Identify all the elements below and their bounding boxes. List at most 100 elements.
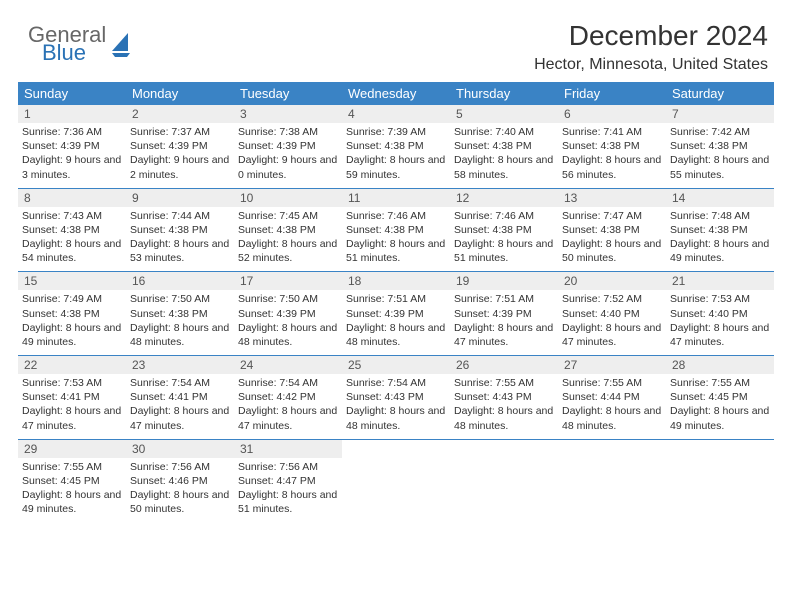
sunset-line: Sunset: 4:38 PM (130, 307, 230, 321)
daylight-line: Daylight: 8 hours and 55 minutes. (670, 153, 770, 181)
day-number: 13 (558, 189, 666, 207)
day-number: 28 (666, 356, 774, 374)
daylight-line: Daylight: 8 hours and 51 minutes. (346, 237, 446, 265)
logo-word-blue: Blue (42, 42, 106, 64)
daylight-line: Daylight: 9 hours and 2 minutes. (130, 153, 230, 181)
logo-text: General Blue (28, 24, 106, 64)
day-body: Sunrise: 7:51 AMSunset: 4:39 PMDaylight:… (450, 290, 558, 349)
sunrise-line: Sunrise: 7:54 AM (130, 376, 230, 390)
sunset-line: Sunset: 4:41 PM (22, 390, 122, 404)
day-body: Sunrise: 7:40 AMSunset: 4:38 PMDaylight:… (450, 123, 558, 182)
daylight-line: Daylight: 8 hours and 54 minutes. (22, 237, 122, 265)
day-body: Sunrise: 7:36 AMSunset: 4:39 PMDaylight:… (18, 123, 126, 182)
day-number: 4 (342, 105, 450, 123)
sunset-line: Sunset: 4:38 PM (562, 223, 662, 237)
day-number: 19 (450, 272, 558, 290)
daylight-line: Daylight: 8 hours and 51 minutes. (238, 488, 338, 516)
sunset-line: Sunset: 4:41 PM (130, 390, 230, 404)
sunrise-line: Sunrise: 7:55 AM (670, 376, 770, 390)
sunset-line: Sunset: 4:40 PM (562, 307, 662, 321)
sunset-line: Sunset: 4:39 PM (130, 139, 230, 153)
sunrise-line: Sunrise: 7:39 AM (346, 125, 446, 139)
day-body: Sunrise: 7:54 AMSunset: 4:41 PMDaylight:… (126, 374, 234, 433)
day-number: 29 (18, 440, 126, 458)
day-number: 25 (342, 356, 450, 374)
day-body: Sunrise: 7:50 AMSunset: 4:39 PMDaylight:… (234, 290, 342, 349)
week-row: 8Sunrise: 7:43 AMSunset: 4:38 PMDaylight… (18, 189, 774, 273)
day-cell: 18Sunrise: 7:51 AMSunset: 4:39 PMDayligh… (342, 272, 450, 355)
daylight-line: Daylight: 8 hours and 56 minutes. (562, 153, 662, 181)
daylight-line: Daylight: 8 hours and 47 minutes. (238, 404, 338, 432)
location-text: Hector, Minnesota, United States (534, 56, 768, 74)
day-cell (666, 440, 774, 523)
day-cell: 2Sunrise: 7:37 AMSunset: 4:39 PMDaylight… (126, 105, 234, 188)
sunrise-line: Sunrise: 7:47 AM (562, 209, 662, 223)
week-row: 1Sunrise: 7:36 AMSunset: 4:39 PMDaylight… (18, 105, 774, 189)
sunrise-line: Sunrise: 7:46 AM (346, 209, 446, 223)
day-body: Sunrise: 7:43 AMSunset: 4:38 PMDaylight:… (18, 207, 126, 266)
sunset-line: Sunset: 4:38 PM (130, 223, 230, 237)
sunset-line: Sunset: 4:38 PM (670, 223, 770, 237)
sunrise-line: Sunrise: 7:50 AM (238, 292, 338, 306)
sunset-line: Sunset: 4:38 PM (562, 139, 662, 153)
daylight-line: Daylight: 8 hours and 49 minutes. (670, 404, 770, 432)
day-cell (558, 440, 666, 523)
sunrise-line: Sunrise: 7:36 AM (22, 125, 122, 139)
day-cell: 21Sunrise: 7:53 AMSunset: 4:40 PMDayligh… (666, 272, 774, 355)
day-number: 8 (18, 189, 126, 207)
day-body: Sunrise: 7:47 AMSunset: 4:38 PMDaylight:… (558, 207, 666, 266)
sunset-line: Sunset: 4:38 PM (346, 139, 446, 153)
sunrise-line: Sunrise: 7:52 AM (562, 292, 662, 306)
day-cell: 17Sunrise: 7:50 AMSunset: 4:39 PMDayligh… (234, 272, 342, 355)
day-body: Sunrise: 7:44 AMSunset: 4:38 PMDaylight:… (126, 207, 234, 266)
sunset-line: Sunset: 4:47 PM (238, 474, 338, 488)
day-cell: 16Sunrise: 7:50 AMSunset: 4:38 PMDayligh… (126, 272, 234, 355)
sunset-line: Sunset: 4:45 PM (670, 390, 770, 404)
sunset-line: Sunset: 4:38 PM (238, 223, 338, 237)
daylight-line: Daylight: 8 hours and 47 minutes. (22, 404, 122, 432)
day-cell: 13Sunrise: 7:47 AMSunset: 4:38 PMDayligh… (558, 189, 666, 272)
day-number: 6 (558, 105, 666, 123)
sunset-line: Sunset: 4:39 PM (454, 307, 554, 321)
sunrise-line: Sunrise: 7:50 AM (130, 292, 230, 306)
day-number: 16 (126, 272, 234, 290)
sunset-line: Sunset: 4:44 PM (562, 390, 662, 404)
daylight-line: Daylight: 8 hours and 48 minutes. (346, 404, 446, 432)
sunset-line: Sunset: 4:42 PM (238, 390, 338, 404)
daylight-line: Daylight: 9 hours and 3 minutes. (22, 153, 122, 181)
day-cell: 7Sunrise: 7:42 AMSunset: 4:38 PMDaylight… (666, 105, 774, 188)
day-number: 30 (126, 440, 234, 458)
day-body: Sunrise: 7:37 AMSunset: 4:39 PMDaylight:… (126, 123, 234, 182)
daylight-line: Daylight: 8 hours and 49 minutes. (22, 321, 122, 349)
day-number: 15 (18, 272, 126, 290)
day-number: 31 (234, 440, 342, 458)
day-number: 12 (450, 189, 558, 207)
day-cell: 22Sunrise: 7:53 AMSunset: 4:41 PMDayligh… (18, 356, 126, 439)
day-body: Sunrise: 7:53 AMSunset: 4:41 PMDaylight:… (18, 374, 126, 433)
month-title: December 2024 (534, 20, 768, 52)
day-number: 20 (558, 272, 666, 290)
sunset-line: Sunset: 4:45 PM (22, 474, 122, 488)
day-body: Sunrise: 7:55 AMSunset: 4:43 PMDaylight:… (450, 374, 558, 433)
day-number: 10 (234, 189, 342, 207)
day-cell: 31Sunrise: 7:56 AMSunset: 4:47 PMDayligh… (234, 440, 342, 523)
daylight-line: Daylight: 8 hours and 52 minutes. (238, 237, 338, 265)
sunset-line: Sunset: 4:38 PM (454, 223, 554, 237)
weekday-header-cell: Sunday (18, 82, 126, 105)
day-cell: 5Sunrise: 7:40 AMSunset: 4:38 PMDaylight… (450, 105, 558, 188)
sunset-line: Sunset: 4:43 PM (454, 390, 554, 404)
daylight-line: Daylight: 8 hours and 49 minutes. (670, 237, 770, 265)
sunrise-line: Sunrise: 7:45 AM (238, 209, 338, 223)
sunset-line: Sunset: 4:39 PM (22, 139, 122, 153)
sunrise-line: Sunrise: 7:44 AM (130, 209, 230, 223)
day-cell: 20Sunrise: 7:52 AMSunset: 4:40 PMDayligh… (558, 272, 666, 355)
day-body: Sunrise: 7:42 AMSunset: 4:38 PMDaylight:… (666, 123, 774, 182)
day-number: 27 (558, 356, 666, 374)
day-cell: 6Sunrise: 7:41 AMSunset: 4:38 PMDaylight… (558, 105, 666, 188)
day-number: 21 (666, 272, 774, 290)
day-body: Sunrise: 7:39 AMSunset: 4:38 PMDaylight:… (342, 123, 450, 182)
day-number: 26 (450, 356, 558, 374)
day-cell: 3Sunrise: 7:38 AMSunset: 4:39 PMDaylight… (234, 105, 342, 188)
day-cell: 30Sunrise: 7:56 AMSunset: 4:46 PMDayligh… (126, 440, 234, 523)
weeks-container: 1Sunrise: 7:36 AMSunset: 4:39 PMDaylight… (18, 105, 774, 522)
